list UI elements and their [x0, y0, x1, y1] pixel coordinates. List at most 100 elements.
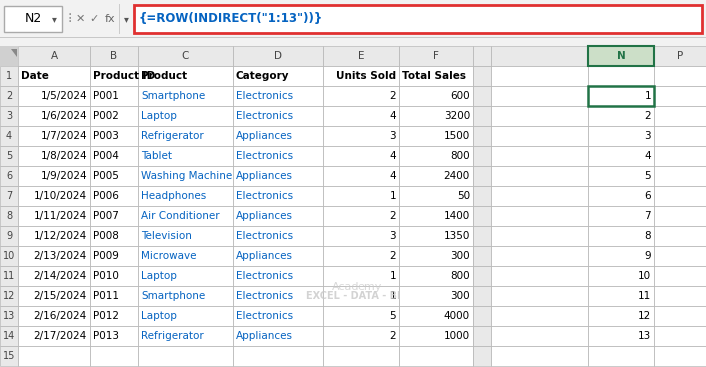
Bar [0, 126, 18, 146]
Bar [323, 126, 399, 146]
Bar [654, 346, 706, 366]
Text: 7: 7 [6, 191, 12, 201]
Bar [654, 106, 706, 126]
Text: P010: P010 [93, 271, 119, 281]
Bar [323, 86, 399, 106]
Bar [18, 306, 90, 326]
Text: Units Sold: Units Sold [336, 71, 396, 81]
Text: Product ID: Product ID [93, 71, 155, 81]
Bar [588, 206, 654, 226]
Bar [399, 306, 473, 326]
Bar [90, 86, 138, 106]
Bar [654, 126, 706, 146]
Bar [399, 166, 473, 186]
Bar [473, 186, 491, 206]
Bar [18, 206, 90, 226]
Bar [473, 306, 491, 326]
Bar [323, 86, 399, 106]
Bar [0, 46, 18, 66]
Bar [491, 246, 588, 266]
Text: 1500: 1500 [444, 131, 470, 141]
Text: P006: P006 [93, 191, 119, 201]
Text: Refrigerator: Refrigerator [141, 131, 204, 141]
Bar [134, 5, 702, 33]
Text: 2: 2 [390, 211, 396, 221]
Text: 300: 300 [450, 251, 470, 261]
Text: ✓: ✓ [90, 14, 99, 24]
Bar [138, 226, 233, 246]
Bar [18, 106, 90, 126]
Bar [654, 286, 706, 306]
Bar [233, 106, 323, 126]
Bar [491, 266, 588, 286]
Bar [90, 186, 138, 206]
Bar [90, 166, 138, 186]
Bar [588, 106, 654, 126]
Text: 9: 9 [6, 231, 12, 241]
Text: Appliances: Appliances [236, 211, 293, 221]
Text: 9: 9 [645, 251, 651, 261]
Bar [654, 146, 706, 166]
Bar [399, 326, 473, 346]
Bar [491, 66, 588, 86]
Bar [399, 66, 473, 86]
Bar [473, 106, 491, 126]
Bar [654, 266, 706, 286]
Bar [654, 206, 706, 226]
Bar [233, 126, 323, 146]
Bar [18, 346, 90, 366]
Bar [588, 66, 654, 86]
Text: C: C [182, 51, 189, 61]
Bar [399, 246, 473, 266]
Bar [491, 226, 588, 246]
Bar [654, 166, 706, 186]
Bar [323, 306, 399, 326]
Bar [473, 346, 491, 366]
Bar [90, 106, 138, 126]
Text: 15: 15 [3, 351, 16, 361]
Bar [90, 226, 138, 246]
Text: 4: 4 [645, 151, 651, 161]
Text: Electronics: Electronics [236, 231, 293, 241]
Bar [90, 346, 138, 366]
Bar [654, 86, 706, 106]
Bar [138, 246, 233, 266]
Bar [491, 86, 588, 106]
Bar [399, 286, 473, 306]
Bar [138, 66, 233, 86]
Bar [0, 206, 18, 226]
Bar [0, 286, 18, 306]
Bar [138, 226, 233, 246]
Text: 5: 5 [6, 151, 12, 161]
Bar [588, 86, 654, 106]
Bar [399, 146, 473, 166]
Bar [473, 166, 491, 186]
Bar [491, 326, 588, 346]
Bar [491, 186, 588, 206]
Text: 8: 8 [645, 231, 651, 241]
Bar [90, 186, 138, 206]
Bar [138, 326, 233, 346]
Text: 2: 2 [390, 91, 396, 101]
Bar [399, 146, 473, 166]
Bar [18, 206, 90, 226]
Bar [323, 166, 399, 186]
Text: Appliances: Appliances [236, 331, 293, 341]
Bar [473, 306, 491, 326]
Bar [473, 226, 491, 246]
Bar [0, 37, 706, 38]
Bar [90, 306, 138, 326]
Bar [323, 206, 399, 226]
Text: Electronics: Electronics [236, 91, 293, 101]
Bar [588, 346, 654, 366]
Text: 2: 2 [390, 251, 396, 261]
Bar [323, 186, 399, 206]
Bar [138, 126, 233, 146]
Bar [0, 306, 18, 326]
Text: emy: emy [358, 282, 382, 292]
Bar [138, 266, 233, 286]
Bar [233, 286, 323, 306]
Bar [491, 146, 588, 166]
Bar [0, 206, 18, 226]
Bar [473, 286, 491, 306]
